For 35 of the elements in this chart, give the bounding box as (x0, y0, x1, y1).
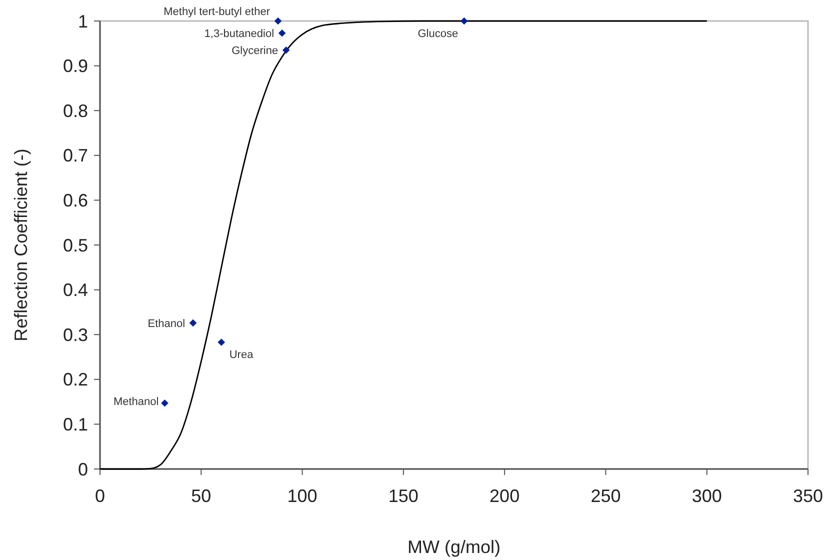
y-tick-label: 0.6 (62, 190, 88, 210)
y-axis-title: Reflection Coefficient (-) (11, 148, 31, 342)
point (282, 46, 290, 54)
point (218, 338, 226, 346)
x-axis-title: MW (g/mol) (408, 537, 500, 557)
x-tick-label: 0 (94, 486, 106, 506)
y-tick-label: 0 (78, 459, 88, 480)
x-tick-label: 300 (692, 486, 722, 506)
point (278, 29, 286, 37)
point (161, 399, 168, 407)
x-tick-label: 50 (191, 486, 212, 506)
annotation: Urea (229, 349, 254, 362)
y-tick-label: 0.5 (62, 235, 88, 256)
point (460, 17, 468, 25)
x-tick-label: 150 (388, 486, 418, 506)
y-tick-label: 0.3 (62, 324, 88, 345)
x-tick-label: 250 (590, 486, 621, 506)
annotation: Glycerine (232, 45, 278, 58)
x-tick-label: 200 (490, 486, 520, 506)
y-tick-label: 1 (78, 11, 88, 32)
y-tick-label: 0.1 (62, 414, 88, 434)
x-tick-label: 350 (792, 486, 824, 506)
point (274, 17, 282, 25)
annotation: Methyl tert-butyl ether (164, 6, 270, 18)
y-tick-label: 0.9 (62, 56, 88, 76)
y-tick-label: 0.2 (62, 370, 88, 390)
annotation: 1,3-butanediol (204, 28, 274, 40)
annotation: Methanol (113, 396, 159, 408)
x-tick-label: 100 (287, 486, 318, 506)
y-tick-label: 0.7 (62, 146, 88, 166)
annotation: Glucose (418, 28, 458, 40)
annotation: Ethanol (148, 318, 186, 330)
y-tick-label: 0.8 (62, 100, 88, 121)
point (189, 319, 197, 327)
y-tick-label: 0.4 (62, 280, 88, 300)
